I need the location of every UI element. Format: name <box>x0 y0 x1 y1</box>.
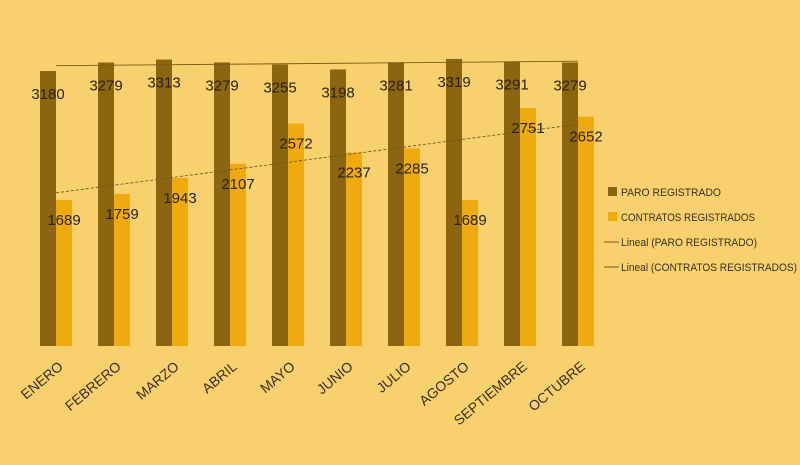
bar-paro-septiembre <box>504 61 520 346</box>
legend-swatch-0 <box>608 187 617 196</box>
bar-contratos-octubre <box>578 116 594 347</box>
x-tick-abril: ABRIL <box>199 358 240 396</box>
label-contratos-enero: 1689 <box>47 212 80 229</box>
label-paro-octubre: 3279 <box>553 77 586 94</box>
label-contratos-marzo: 1943 <box>163 190 196 207</box>
legend-label-0: PARO REGISTRADO <box>621 187 721 199</box>
bar-contratos-agosto <box>462 199 478 346</box>
bar-contratos-mayo <box>288 123 304 346</box>
label-contratos-junio: 2237 <box>337 165 370 182</box>
label-contratos-agosto: 1689 <box>453 212 486 229</box>
label-paro-abril: 3279 <box>205 77 238 94</box>
x-tick-enero: ENERO <box>17 358 66 402</box>
label-contratos-mayo: 2572 <box>279 136 312 153</box>
bar-paro-julio <box>388 62 404 346</box>
bar-paro-enero <box>40 71 56 346</box>
bar-paro-junio <box>330 69 346 347</box>
bar-contratos-abril <box>230 163 246 346</box>
bar-paro-octubre <box>562 62 578 346</box>
bar-contratos-septiembre <box>520 108 536 346</box>
label-contratos-febrero: 1759 <box>105 206 138 223</box>
trendlines-layer <box>55 60 579 194</box>
x-tick-febrero: FEBRERO <box>62 358 124 414</box>
label-paro-enero: 3180 <box>31 86 64 103</box>
label-contratos-abril: 2107 <box>221 176 254 193</box>
bar-paro-marzo <box>156 59 172 346</box>
x-tick-julio: JULIO <box>373 358 414 396</box>
bar-contratos-marzo <box>172 177 188 346</box>
trendline-contratos <box>55 123 579 194</box>
bar-paro-febrero <box>98 62 114 346</box>
x-tick-octubre: OCTUBRE <box>525 358 588 414</box>
label-paro-julio: 3281 <box>379 77 412 94</box>
x-tick-mayo: MAYO <box>257 358 298 396</box>
legend-swatch-1 <box>608 212 617 221</box>
x-tick-marzo: MARZO <box>133 358 182 403</box>
legend-label-1: CONTRATOS REGISTRADOS <box>621 212 755 224</box>
bar-paro-abril <box>214 62 230 346</box>
x-tick-agosto: AGOSTO <box>416 358 472 409</box>
bar-paro-agosto <box>446 59 462 346</box>
legend: PARO REGISTRADO CONTRATOS REGISTRADOS Line… <box>604 187 797 274</box>
label-contratos-julio: 2285 <box>395 160 428 177</box>
label-paro-agosto: 3319 <box>437 74 470 91</box>
label-paro-febrero: 3279 <box>89 77 122 94</box>
data-labels-layer: 3180 1689 3279 1759 3313 1943 3279 2107 3255 2572… <box>31 74 602 229</box>
bar-contratos-febrero <box>114 193 130 346</box>
bar-contratos-junio <box>346 152 362 346</box>
bar-contratos-enero <box>56 199 72 346</box>
legend-label-3: Lineal (CONTRATOS REGISTRADOS) <box>621 262 797 274</box>
label-paro-marzo: 3313 <box>147 75 180 92</box>
label-contratos-octubre: 2652 <box>569 129 602 146</box>
bar-paro-mayo <box>272 64 288 346</box>
x-tick-junio: JUNIO <box>313 358 356 397</box>
bar-contratos-julio <box>404 148 420 346</box>
bars-layer <box>40 59 594 347</box>
legend-label-2: Lineal (PARO REGISTRADO) <box>621 237 757 249</box>
label-paro-septiembre: 3291 <box>495 76 528 93</box>
label-paro-mayo: 3255 <box>263 80 296 97</box>
trendline-paro <box>55 60 579 67</box>
label-contratos-septiembre: 2751 <box>511 120 544 137</box>
label-paro-junio: 3198 <box>321 84 354 101</box>
